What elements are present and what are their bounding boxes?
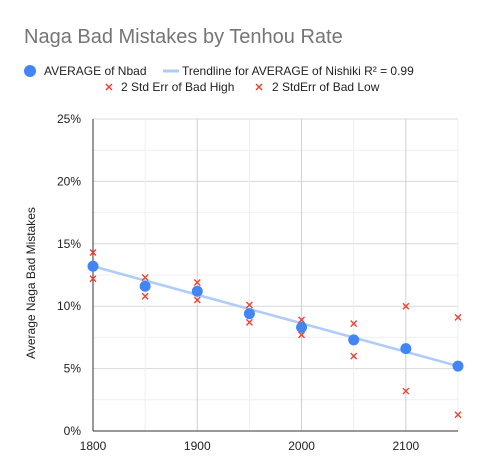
legend-label-std-err-low: 2 StdErr of Bad Low: [272, 80, 380, 94]
x-tick-label: 2100: [393, 439, 420, 453]
chart-title: Naga Bad Mistakes by Tenhou Rate: [24, 26, 343, 48]
y-tick-label: 5%: [64, 362, 82, 376]
legend-marker-std-err-high: [105, 83, 113, 91]
std-err-low-point: [454, 411, 462, 419]
y-axis-label: Average Naga Bad Mistakes: [24, 207, 38, 359]
y-tick-label: 10%: [57, 299, 81, 313]
legend-label-average-nbad: AVERAGE of Nbad: [44, 64, 147, 78]
std-err-low-point: [402, 387, 410, 395]
std-err-low-point: [89, 275, 97, 283]
std-err-low-point: [193, 296, 201, 304]
std-err-high-point: [141, 274, 149, 281]
legend-item-std-err-low: 2 StdErr of Bad Low: [255, 80, 380, 94]
axes: [92, 119, 458, 432]
tick-labels: 0% 5% 10% 15% 20% 25% 1800 1900 2000 2100: [57, 112, 420, 453]
average-nbad-point: [296, 321, 308, 333]
legend-item-std-err-high: 2 Std Err of Bad High: [105, 80, 234, 94]
std-err-high-point: [245, 301, 253, 309]
std-err-high-point: [193, 278, 201, 286]
average-nbad-point: [191, 285, 203, 297]
legend-marker-std-err-low: [255, 83, 263, 91]
x-tick-label: 1800: [80, 439, 107, 453]
trendline-layer: [92, 265, 459, 368]
average-nbad-point: [139, 280, 151, 292]
std-err-low-point: [141, 292, 149, 300]
legend-item-trendline: Trendline for AVERAGE of Nishiki R² = 0.…: [163, 64, 414, 78]
y-tick-label: 20%: [57, 174, 81, 188]
y-tick-label: 0%: [64, 424, 82, 438]
legend-item-average-nbad: AVERAGE of Nbad: [24, 64, 147, 78]
trendline: [92, 265, 459, 368]
std-err-low-point: [350, 352, 358, 360]
legend-label-trendline: Trendline for AVERAGE of Nishiki R² = 0.…: [182, 64, 414, 78]
average-nbad-point: [400, 343, 412, 355]
std-err-low-point: [298, 331, 306, 339]
std-err-low-point: [245, 318, 253, 326]
y-tick-label: 15%: [57, 237, 81, 251]
legend: AVERAGE of Nbad Trendline for AVERAGE of…: [24, 64, 414, 94]
legend-label-std-err-high: 2 Std Err of Bad High: [121, 80, 234, 94]
average-nbad-point: [348, 334, 360, 346]
x-tick-label: 2000: [288, 439, 315, 453]
y-tick-label: 25%: [57, 112, 81, 126]
points-layer: [87, 249, 464, 419]
gridlines: [93, 118, 459, 431]
average-nbad-point: [87, 260, 99, 272]
x-tick-label: 1900: [184, 439, 211, 453]
average-nbad-point: [452, 360, 464, 372]
average-nbad-point: [243, 308, 255, 320]
legend-marker-average-nbad: [24, 65, 36, 77]
std-err-high-point: [350, 320, 358, 328]
std-err-high-point: [89, 249, 97, 257]
std-err-high-point: [454, 313, 462, 321]
std-err-high-point: [298, 316, 306, 324]
std-err-high-point: [402, 302, 410, 310]
